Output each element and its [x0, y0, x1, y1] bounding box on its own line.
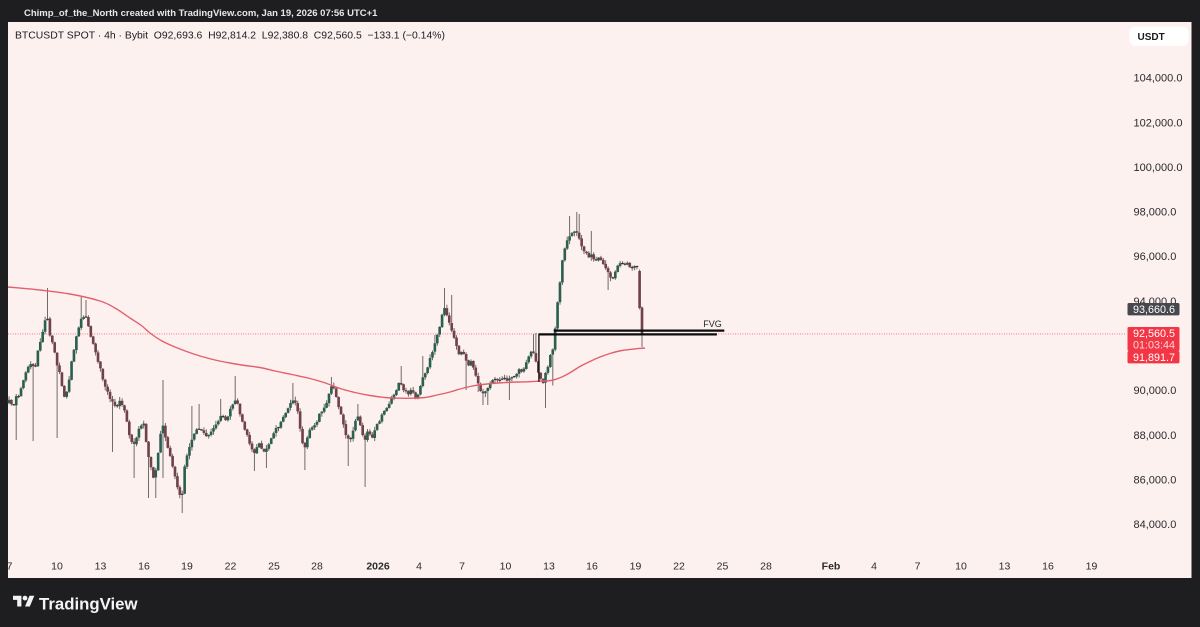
svg-text:16: 16 [1042, 561, 1054, 573]
svg-text:10: 10 [500, 561, 512, 573]
svg-text:USDT: USDT [1138, 32, 1165, 43]
svg-text:16: 16 [138, 561, 150, 573]
svg-text:7: 7 [915, 561, 921, 573]
svg-text:FVG: FVG [703, 319, 722, 329]
svg-text:100,000.0: 100,000.0 [1134, 162, 1183, 174]
svg-text:28: 28 [311, 561, 323, 573]
svg-text:4: 4 [871, 561, 877, 573]
svg-text:TradingView: TradingView [39, 595, 138, 614]
svg-text:91,891.7: 91,891.7 [1133, 352, 1175, 364]
svg-text:2026: 2026 [366, 561, 390, 573]
svg-text:90,000.0: 90,000.0 [1134, 385, 1177, 397]
svg-text:13: 13 [999, 561, 1011, 573]
svg-text:88,000.0: 88,000.0 [1134, 430, 1177, 442]
svg-text:10: 10 [955, 561, 967, 573]
svg-text:22: 22 [673, 561, 685, 573]
svg-text:10: 10 [51, 561, 63, 573]
svg-text:BTCUSDT SPOT · 4h · Bybit O92: BTCUSDT SPOT · 4h · Bybit O92,693.6 H92,… [15, 31, 445, 42]
svg-text:7: 7 [7, 561, 13, 573]
svg-text:104,000.0: 104,000.0 [1134, 73, 1183, 85]
svg-text:19: 19 [630, 561, 642, 573]
svg-text:28: 28 [760, 561, 772, 573]
svg-text:7: 7 [459, 561, 465, 573]
svg-text:13: 13 [95, 561, 107, 573]
svg-text:01:03:44: 01:03:44 [1133, 340, 1175, 352]
svg-text:84,000.0: 84,000.0 [1134, 519, 1177, 531]
svg-text:98,000.0: 98,000.0 [1134, 207, 1177, 219]
svg-text:96,000.0: 96,000.0 [1134, 251, 1177, 263]
svg-text:16: 16 [586, 561, 598, 573]
svg-text:19: 19 [1086, 561, 1098, 573]
svg-text:Chimp_of_the_North created wit: Chimp_of_the_North created with TradingV… [24, 8, 378, 19]
svg-text:4: 4 [416, 561, 422, 573]
svg-text:25: 25 [268, 561, 280, 573]
svg-text:25: 25 [717, 561, 729, 573]
svg-text:86,000.0: 86,000.0 [1134, 475, 1177, 487]
svg-text:102,000.0: 102,000.0 [1134, 117, 1183, 129]
svg-text:13: 13 [543, 561, 555, 573]
svg-text:22: 22 [225, 561, 237, 573]
svg-text:92,560.5: 92,560.5 [1133, 328, 1175, 340]
svg-text:93,660.6: 93,660.6 [1133, 304, 1175, 316]
svg-text:19: 19 [181, 561, 193, 573]
svg-text:Feb: Feb [822, 561, 841, 573]
